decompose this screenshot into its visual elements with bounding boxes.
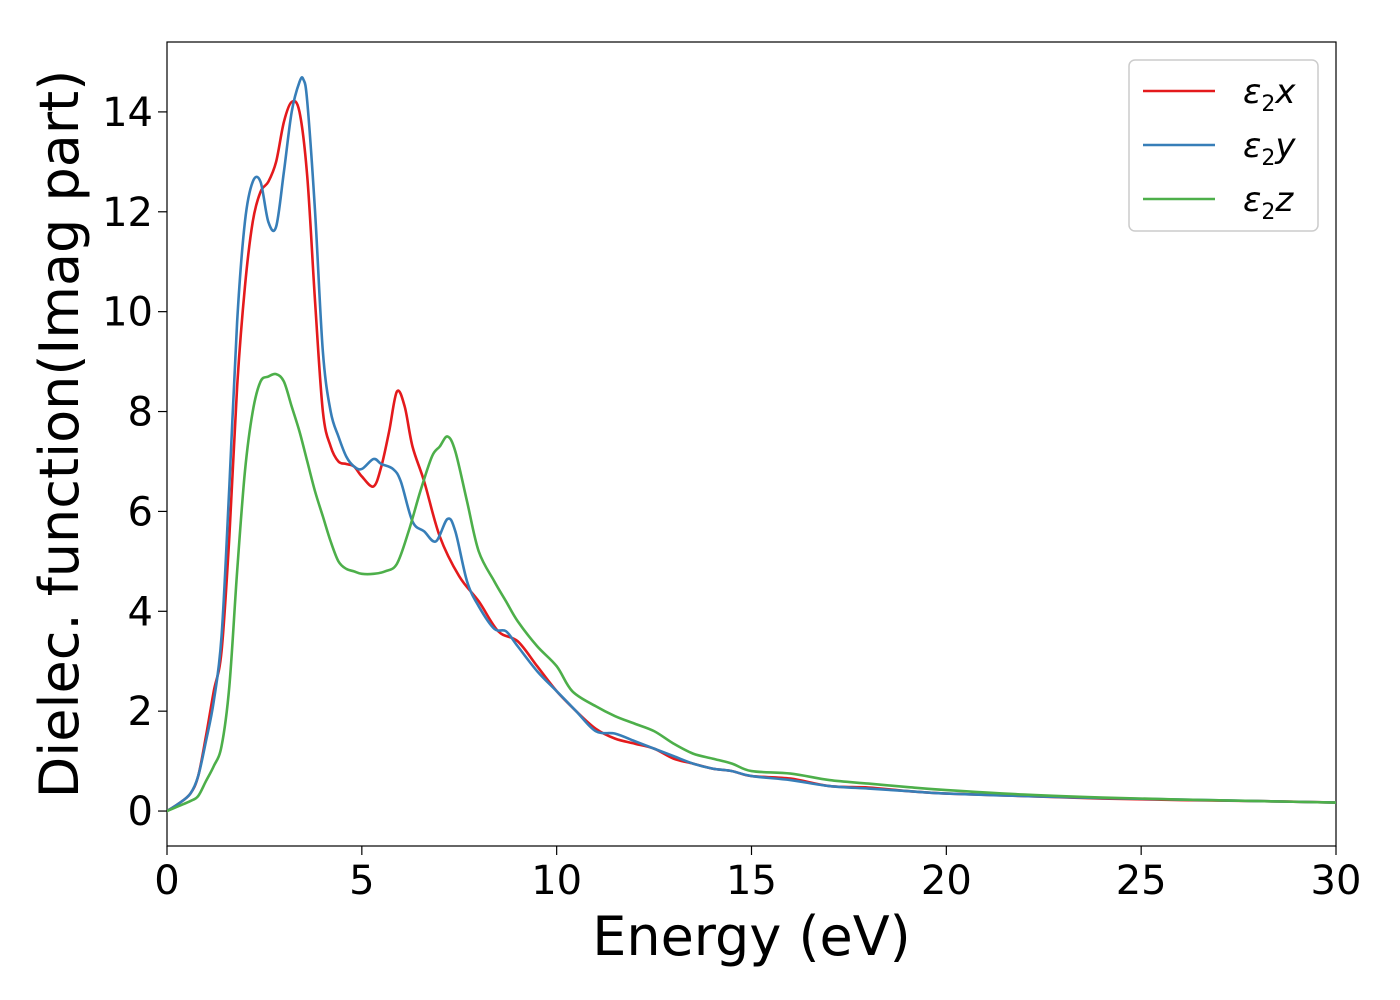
y-axis-title: Dielec. function(Imag part)	[28, 70, 91, 799]
x-tick-label: 5	[349, 858, 374, 904]
x-tick-label: 15	[726, 858, 777, 904]
y-axis: 0 2 4 6 8 10 12 14	[102, 90, 167, 835]
y-tick-label: 14	[102, 90, 153, 136]
x-tick-label: 10	[531, 858, 582, 904]
legend-label-y: ε2y	[1243, 126, 1296, 171]
series-group	[167, 76, 1336, 813]
x-axis-title: Energy (eV)	[592, 905, 911, 968]
y-tick-label: 2	[128, 689, 153, 735]
legend-label-x: ε2x	[1243, 72, 1296, 117]
y-tick-label: 0	[128, 789, 153, 835]
series-line-z	[167, 372, 1336, 813]
y-tick-label: 12	[102, 190, 153, 236]
legend-box	[1128, 59, 1319, 232]
legend: ε2x ε2y ε2z	[1128, 59, 1319, 232]
legend-label-z: ε2z	[1243, 180, 1294, 225]
y-tick-label: 4	[128, 589, 153, 635]
series-line-y	[167, 76, 1336, 813]
y-tick-label: 10	[102, 290, 153, 336]
x-tick-label: 20	[921, 858, 972, 904]
x-tick-label: 30	[1311, 858, 1362, 904]
y-tick-label: 6	[128, 489, 153, 535]
x-tick-label: 0	[154, 858, 179, 904]
y-tick-label: 8	[128, 390, 153, 436]
x-axis: 0 5 10 15 20 25 30	[154, 846, 1361, 904]
x-tick-label: 25	[1116, 858, 1167, 904]
